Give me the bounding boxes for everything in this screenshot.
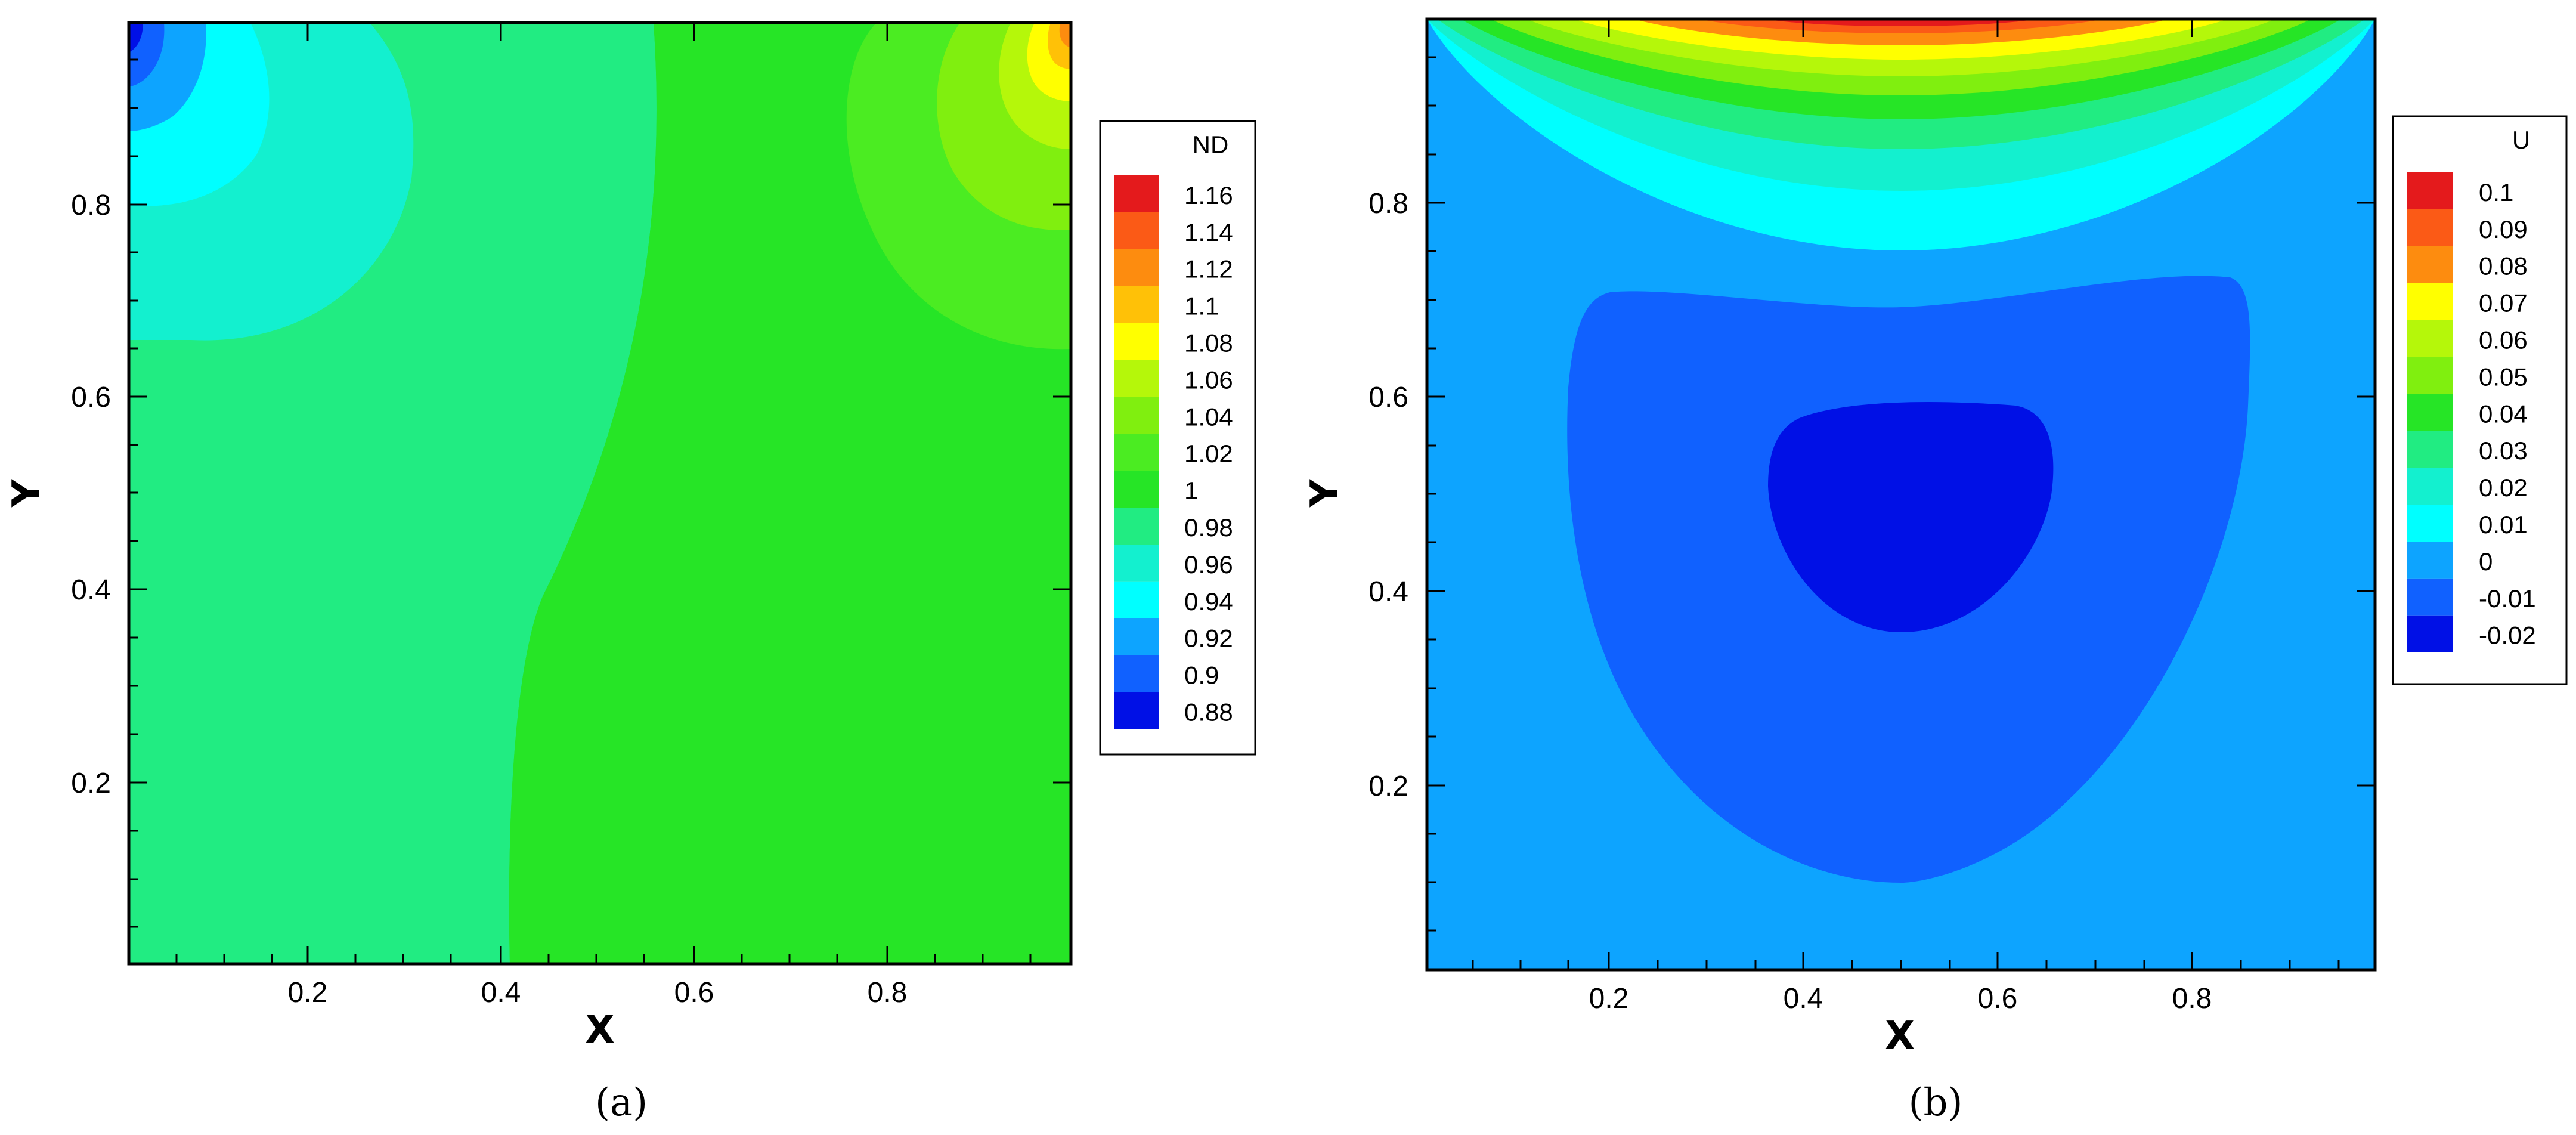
panel-b-legend-label: -0.01 xyxy=(2479,584,2536,613)
panel-b-legend-label: 0 xyxy=(2479,548,2493,576)
panel-b-legend-swatch xyxy=(2407,431,2453,468)
panel-b-legend-label: 0.04 xyxy=(2479,400,2528,428)
panel-b-xtick-label: 0.2 xyxy=(1589,983,1629,1015)
panel-a-legend-label: 1.06 xyxy=(1184,366,1233,394)
panel-b-legend-swatch xyxy=(2407,357,2453,394)
panel-a-xtick-label: 0.4 xyxy=(481,977,521,1009)
panel-a-legend-label: 0.9 xyxy=(1184,661,1219,689)
panel-a-legend-label: 0.96 xyxy=(1184,551,1233,579)
panel-b-ytick-label: 0.8 xyxy=(1368,188,1408,219)
panel-a-legend-label: 0.88 xyxy=(1184,698,1233,726)
panel-b-legend-label: 0.03 xyxy=(2479,437,2528,465)
panel-a-y-axis-title: Y xyxy=(5,479,49,508)
panel-a-legend-swatch xyxy=(1114,360,1159,397)
panel-b-ytick-label: 0.6 xyxy=(1368,382,1408,413)
panel-a-legend-label: 1.02 xyxy=(1184,440,1233,468)
panel-b-legend-label: 0.09 xyxy=(2479,215,2528,243)
contour-b-0.1 xyxy=(1765,19,2037,26)
panel-b-legend-label: 0.01 xyxy=(2479,511,2528,539)
panel-b-legend-label: 0.05 xyxy=(2479,363,2528,391)
panel-b-legend-label: -0.02 xyxy=(2479,621,2536,650)
panel-b-legend-swatch xyxy=(2407,283,2453,320)
panel-b-contours xyxy=(1427,19,2375,970)
panel-a-ticks xyxy=(129,23,1071,964)
panel-a-legend-label: 1.04 xyxy=(1184,403,1233,431)
panel-a-legend-swatch xyxy=(1114,581,1159,618)
panel-b-legend-swatch xyxy=(2407,246,2453,283)
panel-b-ticks xyxy=(1427,19,2375,970)
panel-b-legend-swatch xyxy=(2407,394,2453,431)
panel-a-legend-swatch xyxy=(1114,434,1159,471)
panel-b-ytick-label: 0.4 xyxy=(1368,576,1408,608)
panel-b-ytick-label: 0.2 xyxy=(1368,771,1408,802)
panel-a-legend-swatch xyxy=(1114,323,1159,360)
panel-b-x-axis-title: X xyxy=(1885,1014,1914,1058)
panel-a-legend-swatch xyxy=(1114,618,1159,655)
panel-a-legend-label: 0.98 xyxy=(1184,514,1233,542)
panel-a-legend-swatch xyxy=(1114,249,1159,286)
panel-b-legend-swatch xyxy=(2407,209,2453,246)
panel-a-legend-swatch xyxy=(1114,286,1159,323)
panel-a-legend-swatches: 1.16 1.14 1.12 1.1 1.08 1.06 1.04 1.02 1 0.98 0.96… xyxy=(1114,175,1233,729)
panel-b-legend: U 0.1 0.09 0.08 0.07 0.06 0.05 0.04 0.03 0.02 0.0… xyxy=(2392,115,2568,685)
contour-b-minus-0.02 xyxy=(1768,402,2054,632)
panel-a-legend-title: ND xyxy=(1193,131,1229,159)
panel-b-legend-label: 0.08 xyxy=(2479,252,2528,280)
panel-a-legend-swatch xyxy=(1114,692,1159,729)
panel-b-legend-swatch xyxy=(2407,578,2453,616)
panel-a-label: (a) xyxy=(595,1081,648,1125)
panel-b-legend-label: 0.1 xyxy=(2479,178,2513,206)
panel-b-legend-swatch xyxy=(2407,542,2453,579)
panel-a-xtick-label: 0.2 xyxy=(288,977,328,1009)
panel-a-xtick-label: 0.6 xyxy=(674,977,714,1009)
panel-a-legend-swatch xyxy=(1114,397,1159,434)
panel-a-legend-swatch xyxy=(1114,508,1159,545)
panel-a-ytick-label: 0.8 xyxy=(71,190,111,221)
panel-a: 0.2 0.4 0.6 0.8 0.2 0.4 0.6 0.8 X Y (a) … xyxy=(5,21,1256,1125)
panel-b-legend-swatches: 0.1 0.09 0.08 0.07 0.06 0.05 0.04 0.03 0.02 0.01 0… xyxy=(2407,172,2536,652)
panel-a-legend-label: 1.14 xyxy=(1184,218,1233,246)
panel-a-legend-swatch xyxy=(1114,655,1159,692)
panel-b-label: (b) xyxy=(1909,1081,1963,1125)
panel-b-legend-swatch xyxy=(2407,505,2453,542)
panel-a-legend-swatch xyxy=(1114,212,1159,249)
contour-a-0.88 xyxy=(129,23,143,52)
panel-b-xtick-label: 0.4 xyxy=(1784,983,1823,1015)
panel-a-legend-swatch xyxy=(1114,175,1159,212)
panel-a-legend-swatch xyxy=(1114,545,1159,582)
panel-a-legend-label: 1.1 xyxy=(1184,292,1219,320)
panel-b-y-axis-title: Y xyxy=(1303,479,1347,508)
panel-b: 0.2 0.4 0.6 0.8 0.2 0.4 0.6 0.8 X Y (b) … xyxy=(1303,17,2568,1125)
panel-a-legend-label: 1.16 xyxy=(1184,181,1233,209)
panel-a-legend-label: 0.94 xyxy=(1184,587,1233,616)
panel-b-legend-label: 0.07 xyxy=(2479,289,2528,317)
panel-a-ytick-label: 0.2 xyxy=(71,768,111,799)
panel-b-xtick-label: 0.6 xyxy=(1978,983,2018,1015)
panel-a-legend-label: 1.08 xyxy=(1184,329,1233,357)
panel-a-ytick-label: 0.6 xyxy=(71,382,111,413)
panel-a-legend-label: 0.92 xyxy=(1184,624,1233,652)
contour-a-1.12 xyxy=(1059,23,1071,48)
panel-a-legend-label: 1 xyxy=(1184,477,1198,505)
panel-b-legend-label: 0.02 xyxy=(2479,474,2528,502)
panel-b-legend-swatch xyxy=(2407,615,2453,652)
panel-b-legend-title: U xyxy=(2512,126,2530,154)
panel-a-legend-label: 1.12 xyxy=(1184,255,1233,283)
panel-a-contours xyxy=(129,23,1071,964)
panel-a-ytick-label: 0.4 xyxy=(71,574,111,606)
panel-a-xtick-label: 0.8 xyxy=(868,977,908,1009)
panel-a-x-axis-title: X xyxy=(585,1008,614,1052)
panel-b-legend-label: 0.06 xyxy=(2479,326,2528,354)
panel-b-legend-swatch xyxy=(2407,320,2453,357)
panel-b-legend-swatch xyxy=(2407,172,2453,209)
panel-a-legend: ND 1.16 1.14 1.12 1.1 1.08 1.06 1.04 1.02 1 0.98 0… xyxy=(1099,120,1256,756)
panel-b-xtick-label: 0.8 xyxy=(2172,983,2212,1015)
panel-b-legend-swatch xyxy=(2407,468,2453,505)
panel-a-legend-swatch xyxy=(1114,471,1159,508)
